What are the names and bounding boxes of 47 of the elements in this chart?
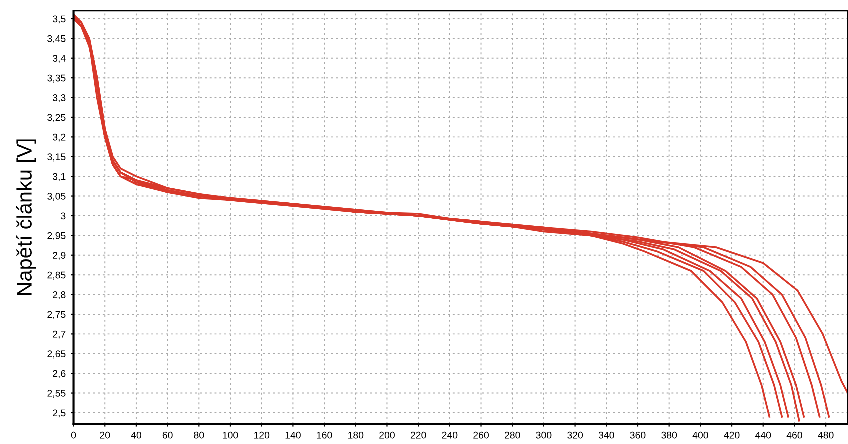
y-tick-label: 2,8 — [53, 292, 66, 300]
y-tick-label: 3,1 — [52, 173, 66, 182]
x-tick-label: 120 — [254, 432, 270, 439]
y-tick-label: 2,65 — [48, 350, 66, 359]
y-tick-label: 2,5 — [53, 410, 66, 418]
y-tick-label: 3,15 — [48, 154, 66, 162]
x-tick-label: 0 — [71, 432, 76, 439]
y-tick-label: 3,3 — [52, 94, 66, 103]
y-tick-label: 3,4 — [52, 55, 66, 64]
x-tick-label: 240 — [442, 432, 458, 439]
y-axis-title: Napětí článku [V] — [16, 140, 36, 296]
y-tick-label: 3,45 — [48, 35, 66, 44]
y-tick-label: 2,85 — [48, 272, 66, 280]
x-tick-label: 400 — [692, 432, 708, 439]
x-tick-label: 200 — [380, 432, 395, 439]
x-tick-label: 460 — [786, 432, 802, 439]
y-tick-label: 2,6 — [53, 370, 66, 378]
x-tick-label: 480 — [818, 432, 834, 439]
y-tick-label: 2,55 — [48, 390, 66, 398]
x-tick-label: 100 — [223, 432, 238, 439]
x-tick-label: 260 — [474, 432, 489, 439]
y-tick-label: 3,5 — [52, 16, 66, 24]
x-tick-label: 300 — [536, 432, 552, 439]
y-tick-label: 3,35 — [48, 74, 66, 83]
y-tick-label: 3,05 — [48, 193, 66, 202]
x-tick-label: 220 — [410, 432, 426, 439]
x-tick-label: 40 — [131, 432, 142, 439]
x-tick-label: 20 — [100, 432, 110, 439]
y-tick-label: 2,7 — [53, 330, 66, 339]
x-tick-label: 380 — [662, 432, 678, 439]
x-tick-label: 340 — [598, 432, 614, 439]
y-tick-label: 3 — [61, 212, 66, 220]
x-tick-label: 80 — [194, 432, 204, 439]
y-tick-label: 3,25 — [48, 114, 66, 122]
x-tick-label: 420 — [724, 432, 740, 439]
y-tick-label: 2,75 — [48, 311, 66, 320]
x-tick-label: 140 — [286, 432, 301, 439]
x-tick-label: 440 — [755, 432, 772, 439]
x-tick-label: 320 — [568, 432, 584, 439]
x-tick-label: 160 — [317, 432, 332, 439]
y-tick-label: 3,2 — [52, 134, 66, 142]
x-tick-label: 60 — [162, 432, 173, 439]
x-tick-label: 360 — [630, 432, 646, 439]
y-tick-label: 2,95 — [48, 232, 66, 240]
x-tick-label: 180 — [348, 432, 364, 439]
y-tick-label: 2,9 — [53, 252, 66, 260]
x-tick-label: 280 — [504, 432, 520, 439]
